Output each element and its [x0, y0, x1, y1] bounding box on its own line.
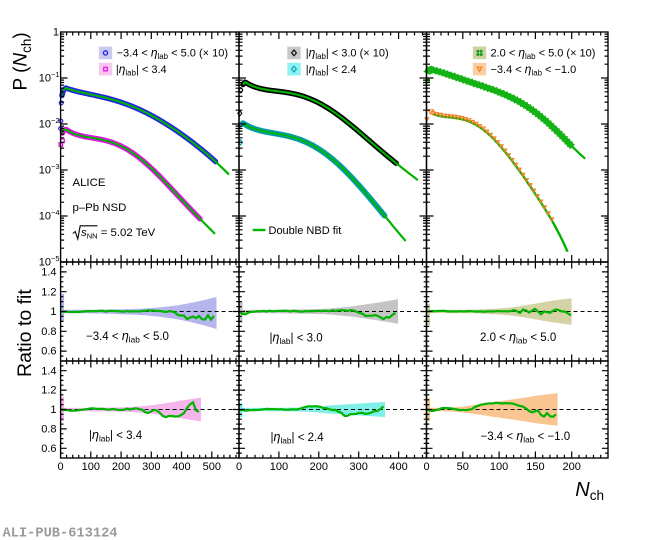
svg-text:300: 300 — [350, 461, 368, 473]
svg-text:|ηlab​| < 3.4: |ηlab​| < 3.4 — [89, 428, 143, 444]
svg-text:100: 100 — [490, 461, 508, 473]
svg-text:−3.4 < ηlab​ < −1.0: −3.4 < ηlab​ < −1.0 — [491, 62, 577, 78]
svg-text:2.0 < ηlab​ < 5.0: 2.0 < ηlab​ < 5.0 — [480, 330, 556, 346]
svg-text:−1: −1 — [51, 70, 60, 79]
svg-text:10: 10 — [39, 73, 51, 85]
svg-text:1: 1 — [53, 27, 59, 39]
svg-text:0.8: 0.8 — [41, 326, 56, 338]
svg-text:sNN = 5.02 TeV: sNN = 5.02 TeV — [81, 227, 156, 241]
svg-text:2.0 < ηlab​ < 5.0 (× 10): 2.0 < ηlab​ < 5.0 (× 10) — [491, 46, 596, 62]
svg-text:150: 150 — [526, 461, 544, 473]
svg-text:ALI-PUB-613124: ALI-PUB-613124 — [3, 527, 118, 540]
svg-text:500: 500 — [203, 461, 221, 473]
svg-text:0: 0 — [58, 461, 64, 473]
svg-text:−3: −3 — [51, 162, 60, 171]
svg-text:|ηlab​| < 3.0: |ηlab​| < 3.0 — [270, 331, 323, 347]
svg-text:|ηlab​| < 2.4: |ηlab​| < 2.4 — [271, 430, 325, 446]
svg-text:1.4: 1.4 — [41, 267, 56, 279]
svg-text:−2: −2 — [51, 116, 60, 125]
svg-text:10: 10 — [39, 211, 51, 223]
svg-text:1: 1 — [50, 306, 56, 318]
svg-text:200: 200 — [310, 461, 328, 473]
svg-text:1: 1 — [50, 404, 56, 416]
svg-text:0.6: 0.6 — [41, 346, 56, 358]
svg-text:1.2: 1.2 — [41, 286, 56, 298]
svg-text:−3.4 < ηlab​ < 5.0 (× 10): −3.4 < ηlab​ < 5.0 (× 10) — [117, 46, 228, 62]
svg-text:10: 10 — [39, 257, 51, 269]
svg-text:200: 200 — [563, 461, 581, 473]
svg-text:50: 50 — [457, 461, 469, 473]
svg-text:1.2: 1.2 — [41, 385, 56, 397]
svg-text:Ratio to fit: Ratio to fit — [14, 289, 36, 377]
svg-text:10: 10 — [39, 165, 51, 177]
svg-text:ALICE: ALICE — [73, 177, 106, 189]
svg-text:|ηlab​| < 2.4: |ηlab​| < 2.4 — [306, 62, 357, 78]
svg-text:300: 300 — [142, 461, 160, 473]
svg-text:400: 400 — [389, 461, 407, 473]
svg-text:10: 10 — [39, 119, 51, 131]
svg-text:−3.4 < ηlab​ < −1.0: −3.4 < ηlab​ < −1.0 — [481, 429, 571, 445]
svg-text:0.6: 0.6 — [41, 443, 56, 455]
svg-text:200: 200 — [112, 461, 130, 473]
svg-text:0: 0 — [423, 461, 429, 473]
svg-text:−3.4 < ηlab​ < 5.0: −3.4 < ηlab​ < 5.0 — [86, 329, 169, 345]
svg-text:1.4: 1.4 — [41, 365, 56, 377]
svg-text:0.8: 0.8 — [41, 424, 56, 436]
svg-text:400: 400 — [172, 461, 190, 473]
svg-text:−4: −4 — [51, 208, 60, 217]
svg-text:p–Pb NSD: p–Pb NSD — [73, 202, 127, 214]
svg-text:|ηlab​| < 3.4: |ηlab​| < 3.4 — [116, 62, 167, 78]
svg-text:−5: −5 — [51, 254, 60, 263]
svg-text:Double NBD fit: Double NBD fit — [269, 225, 342, 237]
svg-text:100: 100 — [82, 461, 100, 473]
svg-text:|ηlab​| < 3.0 (× 10): |ηlab​| < 3.0 (× 10) — [306, 46, 389, 62]
svg-text:100: 100 — [270, 461, 288, 473]
svg-text:0: 0 — [236, 461, 242, 473]
